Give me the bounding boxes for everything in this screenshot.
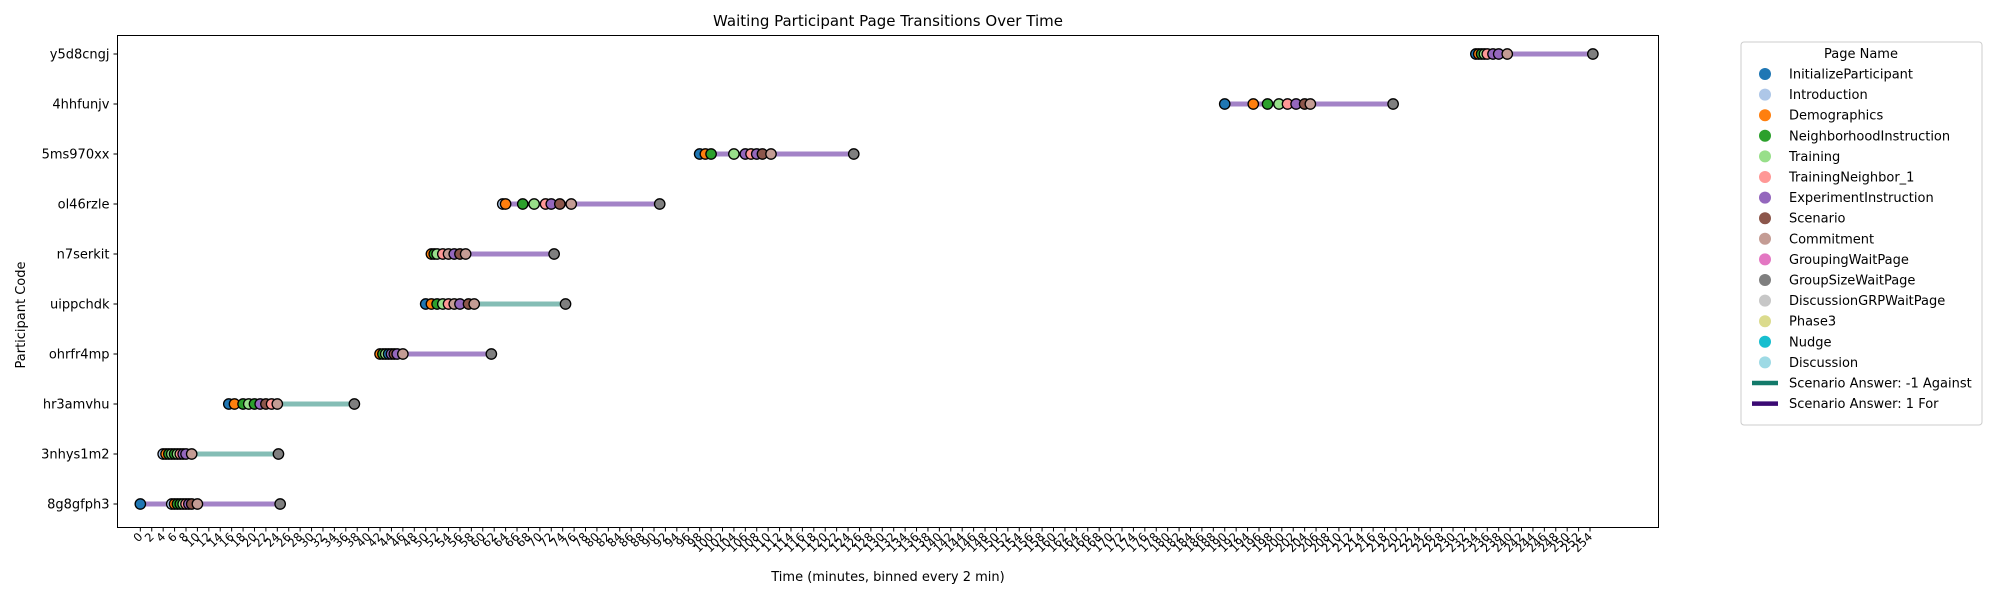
transition-point xyxy=(272,448,285,460)
legend-entry: InitializeParticipant xyxy=(1789,68,1913,83)
legend-answer-entry: Scenario Answer: 1 For xyxy=(1789,397,1939,412)
legend-marker xyxy=(1759,315,1771,328)
transition-point xyxy=(765,148,777,160)
legend-marker xyxy=(1759,109,1771,122)
y-tick-label: uippchdk xyxy=(50,298,110,313)
y-tick-label: 4hhfunjv xyxy=(52,98,109,113)
transition-point xyxy=(847,148,860,160)
y-axis-ticks: 8g8gfph3 3nhys1m2 hr3amvhu ohrfr4mp uippchdk… xyxy=(41,48,118,513)
transition-point xyxy=(1387,98,1399,110)
transition-point xyxy=(468,298,481,310)
legend-entry: Discussion xyxy=(1789,356,1858,371)
transition-point xyxy=(485,348,498,360)
transition-point xyxy=(134,498,147,510)
legend-marker xyxy=(1759,335,1771,348)
plot-frame xyxy=(117,35,1659,528)
y-tick-label: 8g8gfph3 xyxy=(47,498,109,513)
transition-point xyxy=(565,198,578,210)
transition-point xyxy=(274,498,287,510)
legend-marker xyxy=(1759,88,1771,101)
transition-point xyxy=(185,448,198,460)
legend-entry: Training xyxy=(1788,150,1840,165)
legend-entry: NeighborhoodInstruction xyxy=(1789,129,1950,144)
transition-point xyxy=(1247,98,1260,110)
transition-point xyxy=(653,198,666,210)
legend-entry: Phase3 xyxy=(1789,315,1836,330)
y-tick-label: ol46rzle xyxy=(58,198,110,213)
legend-marker xyxy=(1759,274,1771,286)
transition-point xyxy=(553,198,566,210)
legend-marker xyxy=(1759,212,1771,225)
legend: Page Name InitializeParticipant Introduct… xyxy=(1740,41,1983,426)
transition-point xyxy=(1587,48,1599,60)
transition-point xyxy=(271,398,284,410)
transition-point xyxy=(559,298,572,310)
transition-point xyxy=(499,198,512,210)
legend-marker xyxy=(1759,356,1771,369)
y-tick-label: n7serkit xyxy=(57,248,110,263)
y-tick-label: hr3amvhu xyxy=(43,398,110,413)
transition-point xyxy=(728,148,740,160)
x-axis-label: Time (minutes, binned every 2 min) xyxy=(770,570,1004,585)
legend-marker xyxy=(1759,253,1771,266)
y-tick-label: 3nhys1m2 xyxy=(41,448,109,463)
legend-frame xyxy=(1740,41,1983,426)
transition-point xyxy=(548,248,560,260)
legend-marker xyxy=(1759,150,1771,163)
legend-marker xyxy=(1759,191,1771,204)
transition-point xyxy=(459,248,472,260)
transition-point xyxy=(1304,98,1317,110)
legend-entry: GroupSizeWaitPage xyxy=(1789,274,1915,289)
legend-entry: GroupingWaitPage xyxy=(1789,253,1909,268)
y-tick-label: ohrfr4mp xyxy=(49,348,110,363)
transition-point xyxy=(528,198,540,210)
legend-entry: Demographics xyxy=(1789,109,1883,124)
legend-marker xyxy=(1759,294,1771,307)
y-tick-label: y5d8cngj xyxy=(50,48,110,63)
legend-entry: DiscussionGRPWaitPage xyxy=(1789,294,1945,309)
transition-point xyxy=(1501,48,1514,60)
timeline-lines xyxy=(140,51,1593,507)
transition-point xyxy=(397,348,409,360)
legend-entry: Introduction xyxy=(1789,88,1868,103)
y-axis-label: Participant Code xyxy=(14,261,29,368)
legend-marker xyxy=(1759,68,1771,80)
legend-entry: Nudge xyxy=(1789,335,1831,350)
transition-point xyxy=(1261,98,1274,110)
y-tick-label: 5ms970xx xyxy=(42,148,110,163)
transition-point xyxy=(705,148,717,160)
transition-point xyxy=(191,498,204,510)
chart-title: Waiting Participant Page Transitions Ove… xyxy=(713,12,1063,30)
legend-entry: TrainingNeighbor_1 xyxy=(1788,171,1914,186)
transition-points xyxy=(134,48,1599,510)
transition-point xyxy=(516,198,529,210)
legend-title: Page Name xyxy=(1824,47,1898,62)
x-axis-ticks: 0246810121416182022242628303234363840424… xyxy=(130,527,1595,555)
legend-entry: ExperimentInstruction xyxy=(1789,191,1934,206)
legend-marker xyxy=(1759,232,1771,245)
legend-marker xyxy=(1759,129,1771,142)
transition-point xyxy=(1218,98,1231,110)
legend-marker xyxy=(1759,171,1771,183)
legend-entry: Commitment xyxy=(1789,232,1874,247)
transition-point xyxy=(348,398,361,410)
legend-entry: Scenario xyxy=(1789,212,1846,227)
legend-answer-entry: Scenario Answer: -1 Against xyxy=(1789,377,1972,392)
